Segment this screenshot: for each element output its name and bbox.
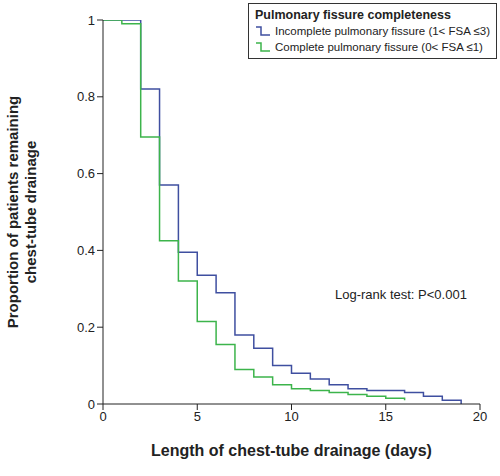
- svg-text:5: 5: [194, 409, 201, 424]
- svg-text:0.4: 0.4: [77, 243, 95, 258]
- svg-text:Length of chest-tube drainage: Length of chest-tube drainage (days): [151, 442, 432, 459]
- html-text:Pulmonary fissure completeness: Pulmonary fissure completeness: [255, 8, 451, 22]
- html-text:Log-rank test: P<0.001: Log-rank test: P<0.001: [335, 287, 467, 302]
- svg-text:1: 1: [88, 13, 95, 28]
- svg-text:15: 15: [379, 409, 393, 424]
- svg-text:0: 0: [99, 409, 106, 424]
- html-text:Incomplete pulmonary fissure (: Incomplete pulmonary fissure (1< FSA ≤3): [275, 25, 490, 37]
- svg-text:0.8: 0.8: [77, 89, 95, 104]
- svg-text:Proportion of patients remaini: Proportion of patients remainingchest-tu…: [8, 96, 39, 329]
- html-text:Complete pulmonary fissure (0<: Complete pulmonary fissure (0< FSA ≤1): [275, 41, 483, 53]
- svg-text:0: 0: [88, 397, 95, 412]
- svg-text:0.6: 0.6: [77, 166, 95, 181]
- svg-text:20: 20: [473, 409, 487, 424]
- svg-text:10: 10: [284, 409, 298, 424]
- svg-text:0.2: 0.2: [77, 320, 95, 335]
